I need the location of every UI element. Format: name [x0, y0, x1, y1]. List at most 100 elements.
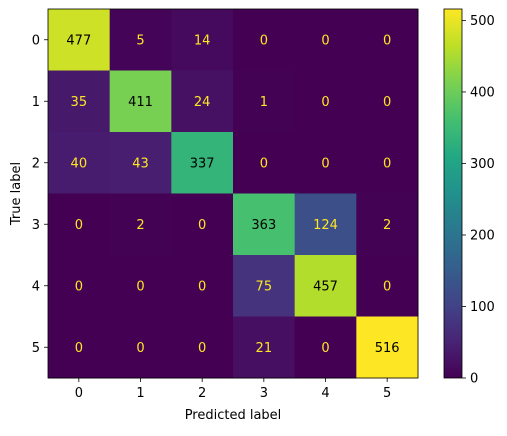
y-tick-label-2: 2 [32, 156, 40, 171]
cell-5-1 [109, 316, 172, 379]
y-tick-label-3: 3 [32, 218, 40, 233]
cell-1-3 [233, 70, 296, 133]
cell-0-4 [294, 9, 357, 71]
plot-frame [47, 8, 419, 379]
colorbar-tick-label-1: 100 [470, 300, 495, 315]
colorbar-tick-label-4: 400 [470, 85, 495, 100]
cell-2-0 [48, 132, 111, 194]
cell-value-4-1: 0 [136, 279, 144, 294]
cell-value-1-2: 24 [194, 95, 211, 110]
x-tick-label-2: 2 [198, 386, 206, 401]
cell-2-5 [356, 132, 419, 194]
x-tick-label-3: 3 [260, 386, 268, 401]
cell-0-5 [356, 9, 419, 71]
y-axis-ticks: 0 1 2 3 4 5 [32, 33, 48, 356]
cell-value-5-0: 0 [75, 341, 83, 356]
cell-value-3-3: 363 [251, 218, 276, 233]
cell-value-3-2: 0 [198, 218, 206, 233]
cell-4-2 [171, 255, 234, 317]
cell-0-3 [233, 9, 296, 71]
cell-3-5 [356, 193, 419, 256]
cell-0-0 [48, 9, 111, 71]
cell-1-2 [171, 70, 234, 133]
cell-3-2 [171, 193, 234, 256]
cell-2-2 [171, 132, 234, 194]
cell-2-4 [294, 132, 357, 194]
cell-value-2-1: 43 [132, 156, 149, 171]
cell-5-2 [171, 316, 234, 379]
cell-5-3 [233, 316, 296, 379]
y-axis-label: True label [9, 162, 24, 226]
colorbar-tick-label-3: 300 [470, 157, 495, 172]
cell-value-1-3: 1 [260, 95, 268, 110]
x-tick-label-5: 5 [383, 386, 391, 401]
cell-1-0 [48, 70, 111, 133]
cell-value-5-4: 0 [321, 341, 329, 356]
cell-1-1 [109, 70, 172, 133]
colorbar-tick-label-0: 0 [470, 372, 478, 387]
cell-5-0 [48, 316, 111, 379]
cell-value-4-0: 0 [75, 279, 83, 294]
colorbar-tick-label-5: 500 [470, 14, 495, 29]
cell-value-0-4: 0 [321, 33, 329, 48]
cell-value-1-1: 411 [128, 95, 153, 110]
x-tick-label-1: 1 [136, 386, 144, 401]
x-axis-ticks: 0 1 2 3 4 5 [75, 378, 391, 401]
cell-value-4-3: 75 [256, 279, 273, 294]
cell-value-0-0: 477 [66, 33, 91, 48]
cell-5-5 [356, 316, 419, 379]
cell-2-1 [109, 132, 172, 194]
heatmap-cells: 477 5 14 0 0 0 35 411 24 1 0 0 40 43 337 0 0 0 0 2 0 363 124 2 0… [48, 9, 419, 379]
cell-value-5-5: 516 [375, 341, 400, 356]
cell-3-4 [294, 193, 357, 256]
cell-2-3 [233, 132, 296, 194]
y-tick-label-1: 1 [32, 95, 40, 110]
cell-4-5 [356, 255, 419, 317]
cell-3-0 [48, 193, 111, 256]
cell-value-0-5: 0 [383, 33, 391, 48]
cell-value-2-3: 0 [260, 156, 268, 171]
cell-4-3 [233, 255, 296, 317]
cell-value-3-0: 0 [75, 218, 83, 233]
cell-3-3 [233, 193, 296, 256]
x-axis-label: Predicted label [185, 408, 282, 423]
cell-value-0-2: 14 [194, 33, 211, 48]
cell-1-5 [356, 70, 419, 133]
cell-value-5-3: 21 [256, 341, 273, 356]
colorbar: 0 100 200 300 400 500 [443, 8, 495, 387]
y-tick-label-4: 4 [32, 279, 40, 294]
cell-value-3-5: 2 [383, 218, 391, 233]
cell-4-4 [294, 255, 357, 317]
cell-value-1-5: 0 [383, 95, 391, 110]
cell-value-2-4: 0 [321, 156, 329, 171]
cell-value-4-2: 0 [198, 279, 206, 294]
cell-5-4 [294, 316, 357, 379]
cell-value-3-1: 2 [136, 218, 144, 233]
cell-value-0-1: 5 [136, 33, 144, 48]
x-tick-label-4: 4 [321, 386, 329, 401]
cell-4-1 [109, 255, 172, 317]
cell-4-0 [48, 255, 111, 317]
cell-1-4 [294, 70, 357, 133]
colorbar-tick-label-2: 200 [470, 228, 495, 243]
cell-value-2-5: 0 [383, 156, 391, 171]
cell-value-4-4: 457 [313, 279, 338, 294]
cell-value-5-1: 0 [136, 341, 144, 356]
cell-value-0-3: 0 [260, 33, 268, 48]
cell-value-1-0: 35 [71, 95, 88, 110]
x-tick-label-0: 0 [75, 386, 83, 401]
cell-value-4-5: 0 [383, 279, 391, 294]
y-tick-label-5: 5 [32, 341, 40, 356]
cell-value-1-4: 0 [321, 95, 329, 110]
y-tick-label-0: 0 [32, 33, 40, 48]
cell-value-5-2: 0 [198, 341, 206, 356]
cell-0-2 [171, 9, 234, 71]
cell-3-1 [109, 193, 172, 256]
colorbar-ticks: 0 100 200 300 400 500 [462, 14, 495, 387]
cell-0-1 [109, 9, 172, 71]
cell-value-2-0: 40 [71, 156, 88, 171]
cell-value-2-2: 337 [190, 156, 215, 171]
cell-value-3-4: 124 [313, 218, 338, 233]
colorbar-gradient [443, 8, 463, 379]
